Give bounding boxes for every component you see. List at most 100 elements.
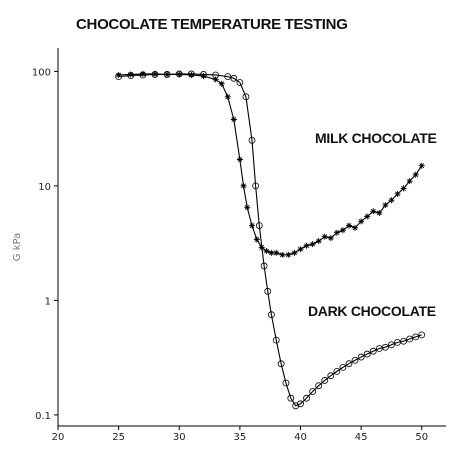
data-point (253, 236, 260, 243)
data-point (248, 136, 256, 144)
data-point (400, 337, 407, 345)
data-point (175, 70, 183, 78)
data-point (369, 347, 377, 355)
y-axis-label: G kPa (12, 233, 23, 261)
data-point (358, 218, 365, 225)
data-point (376, 209, 383, 216)
data-point (400, 185, 407, 192)
data-point (139, 70, 146, 77)
data-point (230, 116, 237, 123)
plot-frame (57, 48, 446, 427)
data-point (382, 202, 389, 209)
data-point (268, 249, 275, 256)
data-point (345, 360, 353, 368)
data-point (303, 242, 310, 249)
data-point (352, 224, 359, 231)
data-point (418, 331, 426, 339)
series-layer (115, 70, 426, 410)
data-point (406, 178, 413, 185)
data-point (236, 156, 243, 163)
x-axis-ticks: 20 25 30 35 40 45 50 (52, 426, 428, 443)
x-tick-label: 40 (294, 432, 307, 443)
data-point (240, 182, 247, 189)
data-point (315, 238, 322, 245)
data-point (303, 394, 310, 402)
data-point (351, 356, 359, 364)
data-point (394, 190, 401, 197)
data-point (163, 71, 171, 78)
data-point (249, 222, 255, 229)
data-point (127, 71, 134, 78)
data-point (224, 73, 232, 81)
series-line (118, 73, 422, 407)
data-point (279, 251, 286, 258)
data-point (273, 249, 280, 256)
series-label-milk-chocolate: MILK CHOCOLATE (315, 130, 437, 146)
data-point (364, 213, 371, 220)
data-point (297, 400, 304, 408)
data-point (321, 233, 328, 240)
data-point (244, 204, 251, 211)
data-point (406, 335, 414, 343)
data-point (418, 162, 425, 169)
data-point (287, 394, 295, 402)
data-point (115, 73, 123, 81)
data-point (212, 71, 220, 79)
data-point (309, 241, 316, 248)
y-tick-label: 100 (32, 67, 51, 78)
y-tick-label: 10 (38, 182, 51, 193)
data-point (309, 388, 317, 395)
data-point (267, 311, 275, 319)
data-point (370, 208, 377, 215)
data-point (357, 353, 365, 361)
y-axis-ticks: 0.1 1 10 100 (32, 67, 58, 422)
data-point (218, 80, 225, 87)
data-point (230, 74, 238, 82)
data-point (339, 227, 346, 234)
data-point (412, 171, 419, 178)
data-point (260, 262, 268, 270)
data-point (127, 72, 135, 79)
data-point (388, 341, 395, 349)
data-point (188, 71, 195, 78)
data-point (212, 76, 219, 83)
data-point (277, 360, 285, 368)
data-point (242, 93, 250, 101)
x-tick-label: 20 (52, 432, 65, 443)
data-point (255, 222, 263, 229)
data-point (315, 382, 323, 390)
data-point (321, 377, 329, 384)
data-point (236, 79, 244, 86)
x-tick-label: 30 (173, 432, 186, 443)
y-tick-label: 0.1 (35, 411, 51, 422)
series-dark-chocolate (115, 70, 426, 410)
data-point (333, 367, 341, 375)
data-point (291, 249, 298, 256)
data-point (333, 229, 340, 236)
data-point (263, 247, 270, 254)
data-point (327, 235, 334, 242)
data-point (339, 363, 347, 371)
series-line (118, 73, 423, 256)
x-tick-label: 25 (112, 432, 125, 443)
data-point (381, 343, 389, 351)
series-label-dark-chocolate: DARK CHOCOLATE (308, 303, 436, 319)
data-point (327, 372, 335, 380)
data-point (272, 336, 280, 344)
axis-lines (57, 48, 446, 427)
data-point (252, 182, 260, 190)
data-point (224, 93, 231, 100)
data-point (151, 71, 159, 78)
x-tick-label: 50 (415, 432, 428, 443)
data-point (346, 222, 352, 229)
data-point (292, 402, 300, 410)
data-point (115, 71, 122, 78)
data-point (388, 197, 395, 204)
data-point (264, 287, 272, 295)
series-milk-chocolate (115, 70, 425, 258)
data-point (282, 379, 290, 387)
x-tick-label: 45 (355, 432, 368, 443)
y-tick-label: 1 (45, 296, 51, 307)
data-point (200, 71, 207, 78)
